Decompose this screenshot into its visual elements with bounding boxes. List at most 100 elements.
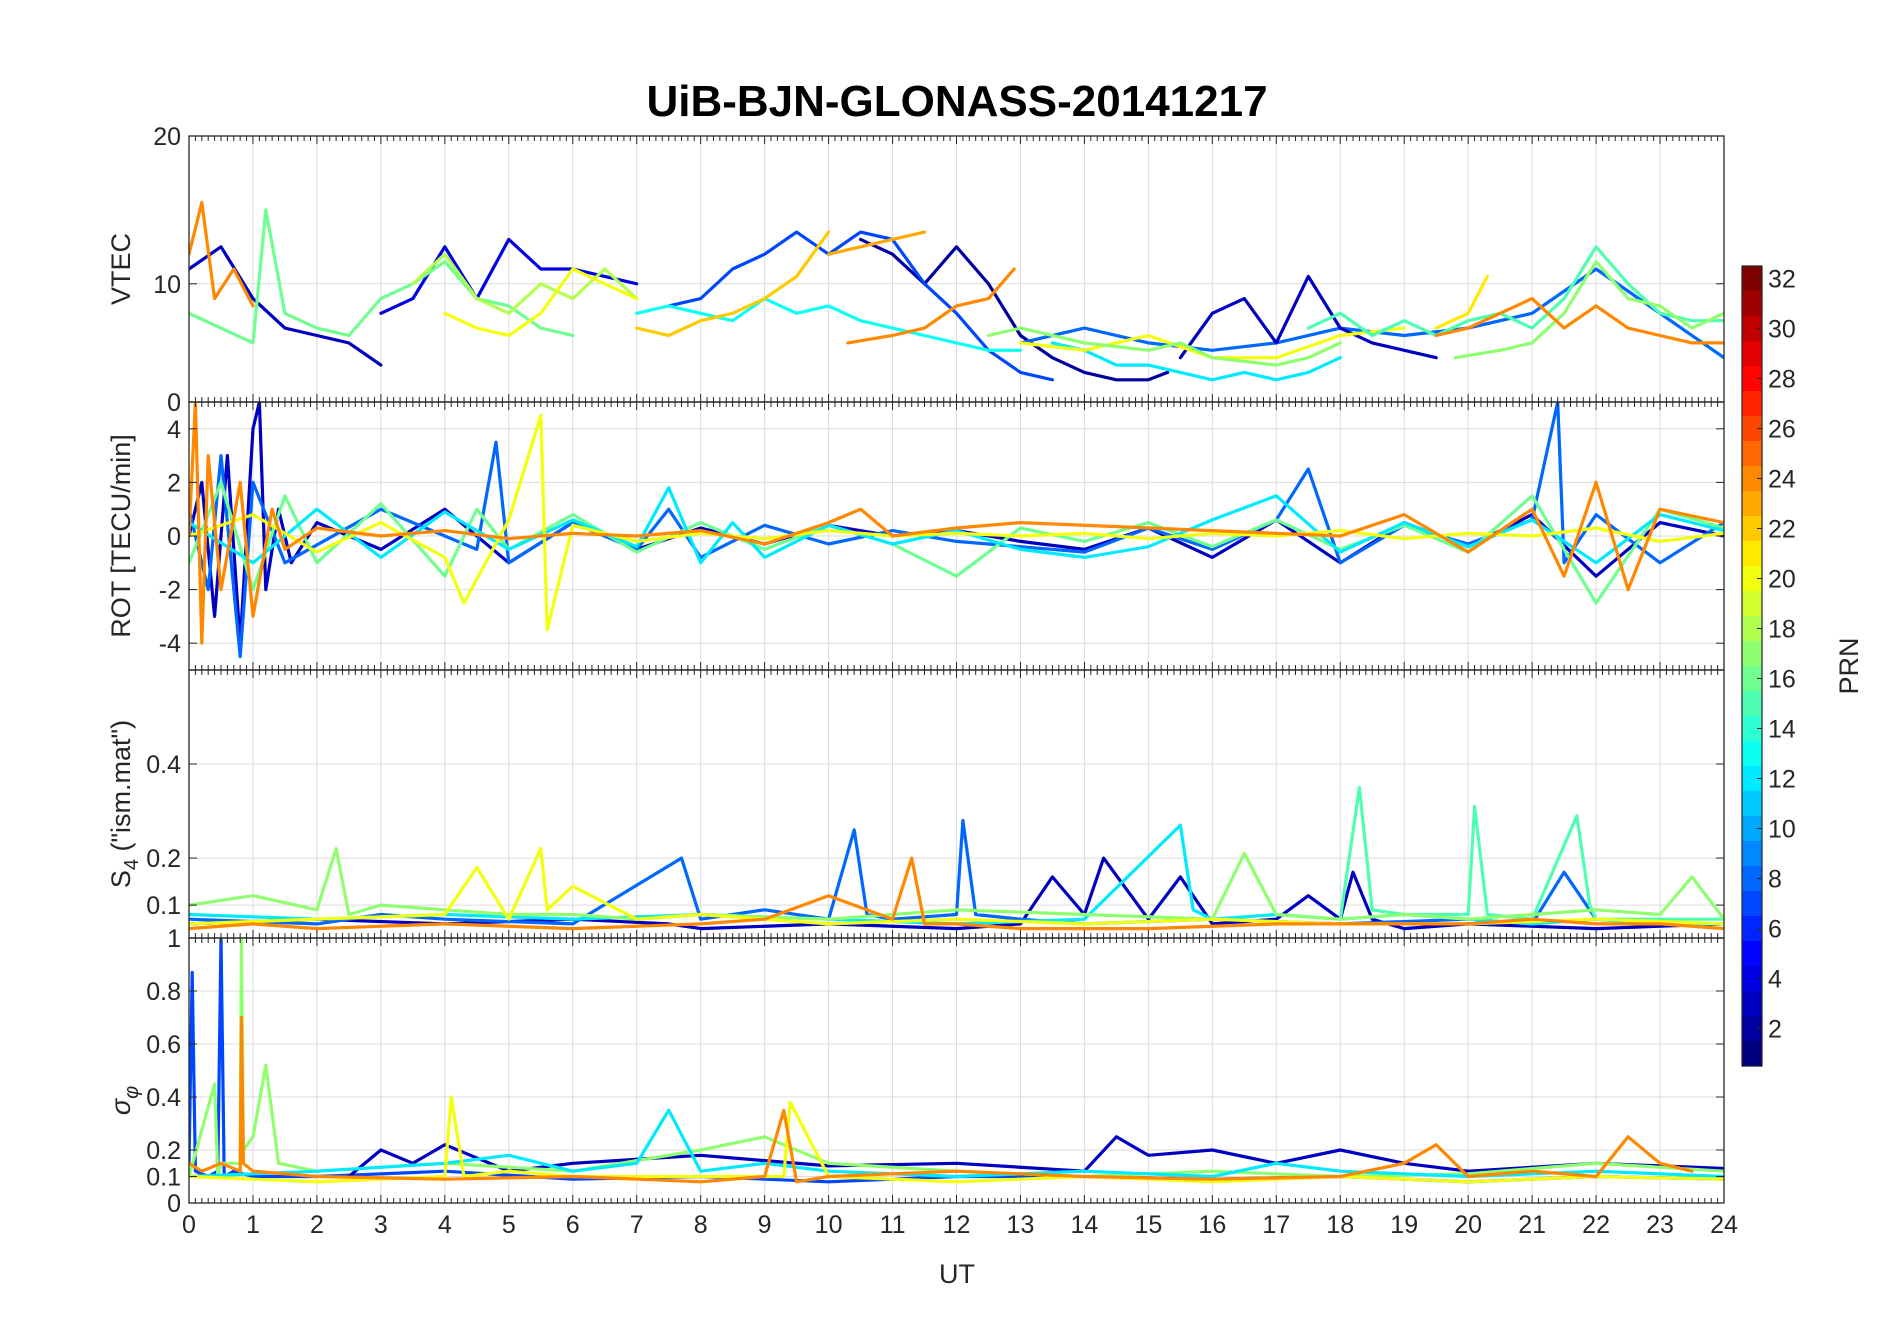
x-tick-label: 18 [1326,1211,1354,1239]
series-line-prn-24 [189,1015,1694,1184]
colorbar-segment [1742,866,1762,892]
colorbar-tick-label: 4 [1768,966,1782,994]
colorbar-segment [1742,291,1762,317]
series-line-prn-17 [1453,260,1724,360]
series-line-prn-18 [411,252,639,315]
series-line-prn-12 [1050,341,1342,382]
colorbar-segment [1742,391,1762,417]
colorbar-tick-label: 18 [1768,616,1796,644]
colorbar-segment [1742,591,1762,617]
series-group [189,938,1724,1184]
series-group [189,200,1724,382]
y-tick-label: 4 [167,416,181,444]
series-line-prn-24 [1434,297,1724,345]
colorbar-segment [1742,541,1762,567]
colorbar-segment [1742,716,1762,742]
series-line-prn-24 [189,402,1724,645]
x-tick-label: 4 [438,1211,452,1239]
colorbar-segment [1742,316,1762,342]
panel-s4: 0.1 0.2 0.4S4 ("ism.mat") [106,669,1725,939]
x-tick-label: 17 [1262,1211,1290,1239]
series-line-prn-17 [986,326,1342,367]
colorbar-tick-label: 16 [1768,666,1796,694]
y-tick-label: 2 [167,469,181,497]
series-line-prn-16 [189,208,575,345]
x-tick-label: 5 [502,1211,516,1239]
x-tick-label: 6 [566,1211,580,1239]
colorbar-segment [1742,1041,1762,1067]
x-tick-label: 21 [1518,1211,1546,1239]
x-tick-label: 24 [1710,1211,1738,1239]
y-tick-label-top: 1 [167,925,181,953]
x-tick-label: 0 [182,1211,196,1239]
series-line-prn-20 [443,267,639,338]
y-tick-label: 0.1 [146,1164,181,1192]
series-line-prn-4 [379,237,639,315]
x-tick-label: 8 [694,1211,708,1239]
colorbar-segment [1742,366,1762,392]
x-tick-label: 10 [815,1211,843,1239]
series-line-prn-15 [1306,245,1724,338]
y-tick-label: 0 [167,1190,181,1218]
colorbar-tick-label: 2 [1768,1016,1782,1044]
series-line-prn-20 [189,1095,1724,1184]
x-tick-label: 2 [310,1211,324,1239]
x-axis-label: UT [939,1259,975,1289]
series-line-prn-24 [189,856,1724,931]
y-tick-label: -4 [159,630,181,658]
colorbar-segment [1742,416,1762,442]
colorbar-tick-label: 12 [1768,766,1796,794]
series-line-prn-3 [1178,274,1438,360]
x-tick-label: 3 [374,1211,388,1239]
colorbar-segment [1742,666,1762,692]
x-tick-label: 14 [1071,1211,1099,1239]
series-line-prn-20 [189,413,1724,632]
colorbar-tick-label: 20 [1768,566,1796,594]
series-line-prn-7 [667,230,1054,382]
colorbar-label: PRN [1834,637,1864,694]
y-tick-label: 0.2 [146,845,181,873]
x-tick-label: 15 [1134,1211,1162,1239]
y-tick-label: 0.4 [146,1084,181,1112]
colorbar-segment [1742,641,1762,667]
y-tick-label: 0.8 [146,978,181,1006]
colorbar-segment [1742,1016,1762,1042]
colorbar-tick-label: 8 [1768,866,1782,894]
y-tick-label: 0.4 [146,751,181,779]
y-tick-label: 20 [153,123,181,151]
series-line-prn-3 [189,856,1724,931]
series-line-prn-24 [846,267,1016,345]
x-tick-label: 13 [1007,1211,1035,1239]
colorbar-segment [1742,816,1762,842]
colorbar-frame [1741,265,1763,1067]
colorbar-segment [1742,341,1762,367]
colorbar-tick-label: 24 [1768,466,1796,494]
colorbar-segment [1742,516,1762,542]
y-tick-label: 0.6 [146,1031,181,1059]
colorbar-segment [1742,791,1762,817]
colorbar-tick-label: 22 [1768,516,1796,544]
colorbar-segment [1742,766,1762,792]
chart-title: UiB-BJN-GLONASS-20141217 [646,77,1267,126]
colorbar-segment [1742,491,1762,517]
series-line-prn-2 [859,237,1170,382]
y-tick-label: 10 [153,271,181,299]
x-tick-label: 1 [246,1211,260,1239]
colorbar-segment [1742,691,1762,717]
x-tick-label: 19 [1390,1211,1418,1239]
y-axis-label-rot: ROT [TECU/min] [106,434,136,638]
colorbar-segment [1742,841,1762,867]
x-tick-label: 16 [1198,1211,1226,1239]
y-axis-label-sigma_phi: σφ [106,1086,143,1115]
x-tick-label: 23 [1646,1211,1674,1239]
colorbar-tick-label: 32 [1768,266,1796,294]
series-line-prn-23 [827,230,927,256]
colorbar-tick-label: 14 [1768,716,1796,744]
colorbar-segment [1742,966,1762,992]
colorbar-segment [1742,466,1762,492]
y-tick-label: 0.2 [146,1137,181,1165]
